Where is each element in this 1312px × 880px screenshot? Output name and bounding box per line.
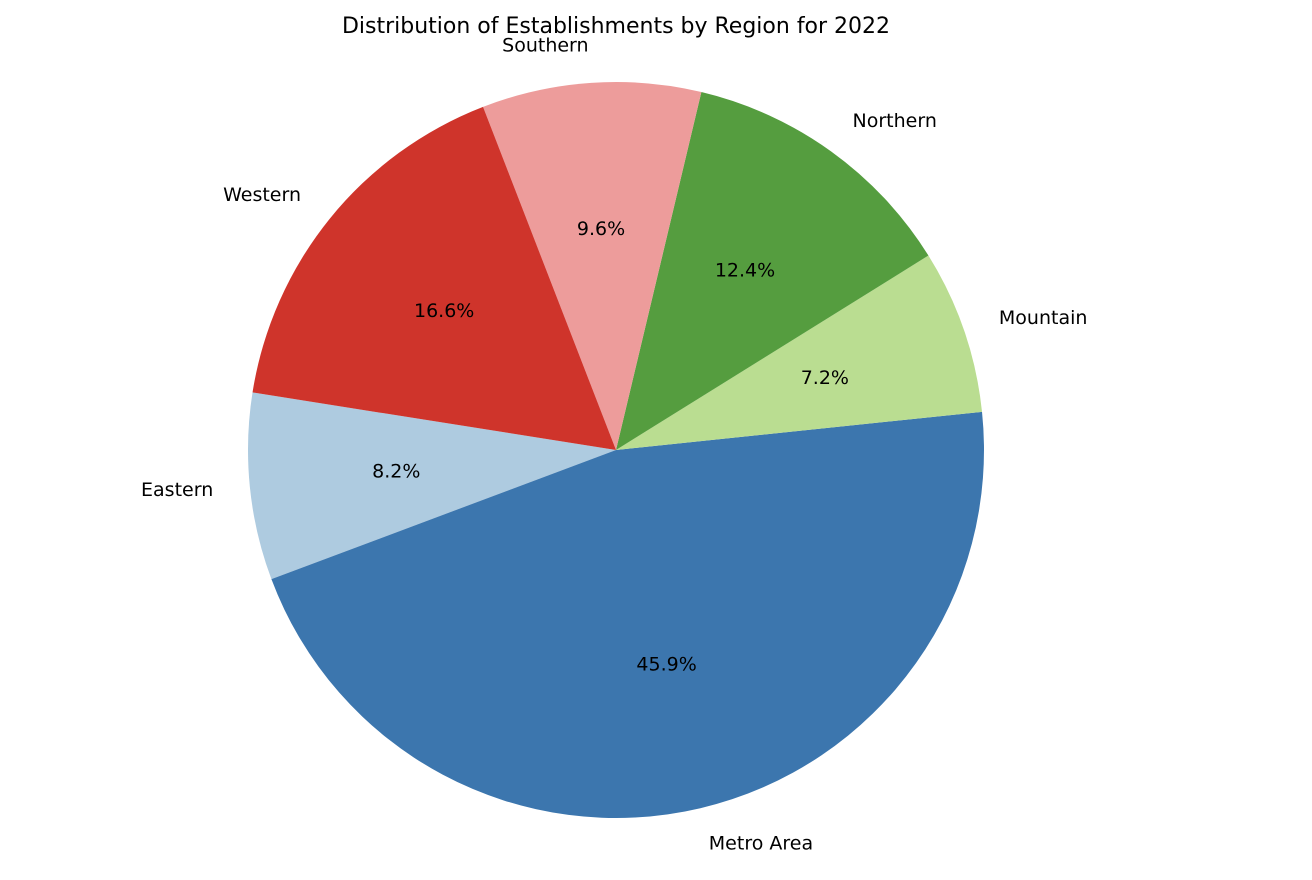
slice-percent-metro-area: 45.9% bbox=[636, 653, 696, 675]
slice-label-metro-area: Metro Area bbox=[709, 833, 813, 855]
slice-label-western: Western bbox=[223, 184, 301, 206]
pie-slice-metro-area bbox=[271, 411, 984, 819]
slice-label-eastern: Eastern bbox=[141, 479, 213, 501]
slice-label-northern: Northern bbox=[853, 110, 937, 132]
slice-label-southern: Southern bbox=[502, 35, 588, 57]
pie-slice-southern bbox=[483, 81, 702, 451]
slice-percent-northern: 12.4% bbox=[715, 259, 775, 281]
slice-percent-western: 16.6% bbox=[414, 300, 474, 322]
pie-slice-western bbox=[252, 106, 616, 450]
slice-percent-southern: 9.6% bbox=[577, 218, 625, 240]
pie-slices bbox=[247, 81, 984, 819]
pie-labels: Eastern 8.2% Metro Area 45.9% Mountain 7.2% No… bbox=[141, 35, 1087, 855]
slice-percent-mountain: 7.2% bbox=[801, 367, 849, 389]
chart-title: Distribution of Establishments by Region… bbox=[342, 14, 890, 39]
slice-percent-eastern: 8.2% bbox=[372, 461, 420, 483]
pie-slice-northern bbox=[616, 92, 929, 450]
slice-label-mountain: Mountain bbox=[999, 307, 1088, 329]
pie-slice-mountain bbox=[616, 255, 983, 450]
pie-slice-eastern bbox=[247, 392, 616, 580]
